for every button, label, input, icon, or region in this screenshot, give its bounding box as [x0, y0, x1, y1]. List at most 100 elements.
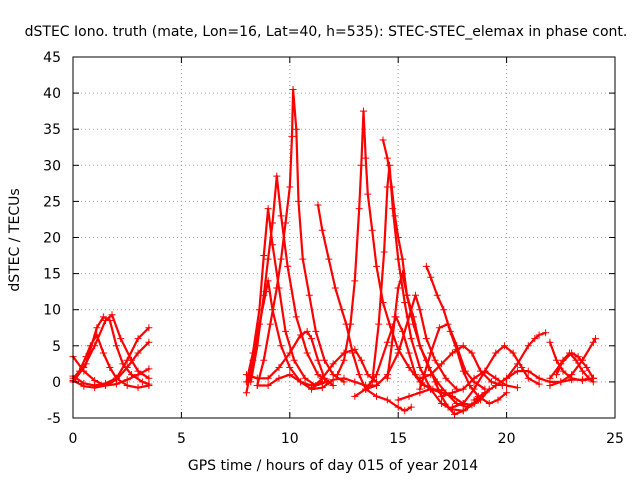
x-axis-title: GPS time / hours of day 015 of year 2014 [188, 458, 478, 474]
data-point [338, 306, 346, 314]
data-point [500, 342, 508, 350]
data-point [394, 234, 402, 241]
data-point [589, 338, 597, 346]
data-point [446, 327, 454, 335]
x-tick-label: 25 [606, 431, 624, 447]
data-point [373, 371, 381, 379]
data-point [386, 320, 394, 328]
data-point [117, 335, 125, 343]
grid [73, 57, 615, 418]
data-point [388, 342, 396, 350]
data-point [492, 382, 500, 390]
data-point [277, 212, 285, 220]
data-point [286, 371, 294, 379]
data-point [314, 371, 322, 379]
chart-title: dSTEC Iono. truth (mate, Lon=16, Lat=40,… [25, 24, 628, 40]
data-point [99, 313, 107, 321]
y-tick-label: 0 [52, 375, 61, 391]
data-point [383, 396, 391, 404]
data-point [373, 382, 381, 390]
data-point [485, 400, 493, 408]
data-point [574, 353, 582, 361]
data-point [264, 374, 272, 382]
data-point [260, 291, 268, 299]
data-point [277, 255, 285, 263]
data-point [481, 367, 489, 375]
data-point [546, 382, 554, 390]
data-point [91, 382, 99, 390]
data-point [468, 349, 476, 357]
data-point [524, 342, 532, 350]
data-point [394, 284, 402, 292]
data-point [292, 125, 300, 133]
data-point [273, 284, 281, 292]
data-point [82, 360, 90, 368]
y-tick-label: 15 [43, 267, 61, 283]
data-point [399, 270, 407, 278]
data-point [314, 356, 322, 364]
data-point [318, 374, 326, 382]
series-15 [333, 107, 435, 393]
data-point [416, 363, 424, 371]
series-trace [548, 351, 595, 380]
data-point [264, 382, 272, 390]
data-point [409, 320, 417, 328]
data-point [260, 356, 268, 364]
data-point [128, 371, 136, 379]
data-point [492, 374, 500, 382]
data-point [583, 363, 591, 371]
data-point [108, 311, 116, 319]
series-trace [71, 355, 150, 387]
data-point [416, 306, 424, 314]
data-point [383, 154, 391, 162]
data-point [394, 396, 402, 404]
data-point [134, 384, 142, 392]
axis-ticks [72, 56, 616, 419]
data-point [568, 371, 576, 379]
data-point [264, 255, 272, 263]
data-point [531, 335, 539, 343]
series-8 [242, 205, 331, 390]
data-point [542, 329, 550, 337]
data-point [451, 410, 459, 418]
series-trace [310, 348, 378, 391]
data-point [420, 371, 428, 379]
data-point [303, 349, 311, 357]
data-point [401, 407, 409, 415]
data-point [442, 374, 450, 382]
data-point [294, 197, 302, 205]
y-tick-label: 35 [43, 122, 61, 138]
data-point [357, 161, 365, 169]
data-point [303, 327, 311, 335]
data-point [589, 378, 597, 386]
data-point [427, 385, 435, 393]
y-axis-title: dSTEC / TECUs [7, 188, 23, 291]
data-point [578, 356, 586, 364]
data-point [407, 335, 415, 343]
data-point [318, 226, 326, 234]
data-point [297, 331, 305, 339]
data-point [433, 291, 441, 299]
data-point [383, 338, 391, 346]
data-point [277, 342, 285, 350]
data-point [431, 356, 439, 364]
data-point [119, 360, 127, 368]
series-layer [69, 85, 599, 418]
series-trace [451, 344, 541, 409]
data-point [275, 363, 283, 371]
data-point [438, 360, 446, 368]
series-10 [253, 85, 348, 390]
y-tick-label: 45 [43, 50, 61, 66]
data-point [138, 378, 146, 386]
data-point [355, 205, 363, 213]
data-point [405, 349, 413, 357]
x-tick-label: 10 [281, 431, 299, 447]
data-point [329, 360, 337, 368]
data-point [242, 371, 250, 379]
data-point [448, 349, 456, 357]
x-tick-label: 5 [177, 431, 186, 447]
series-trace [256, 373, 378, 391]
data-point [128, 356, 136, 364]
data-point [552, 371, 560, 379]
